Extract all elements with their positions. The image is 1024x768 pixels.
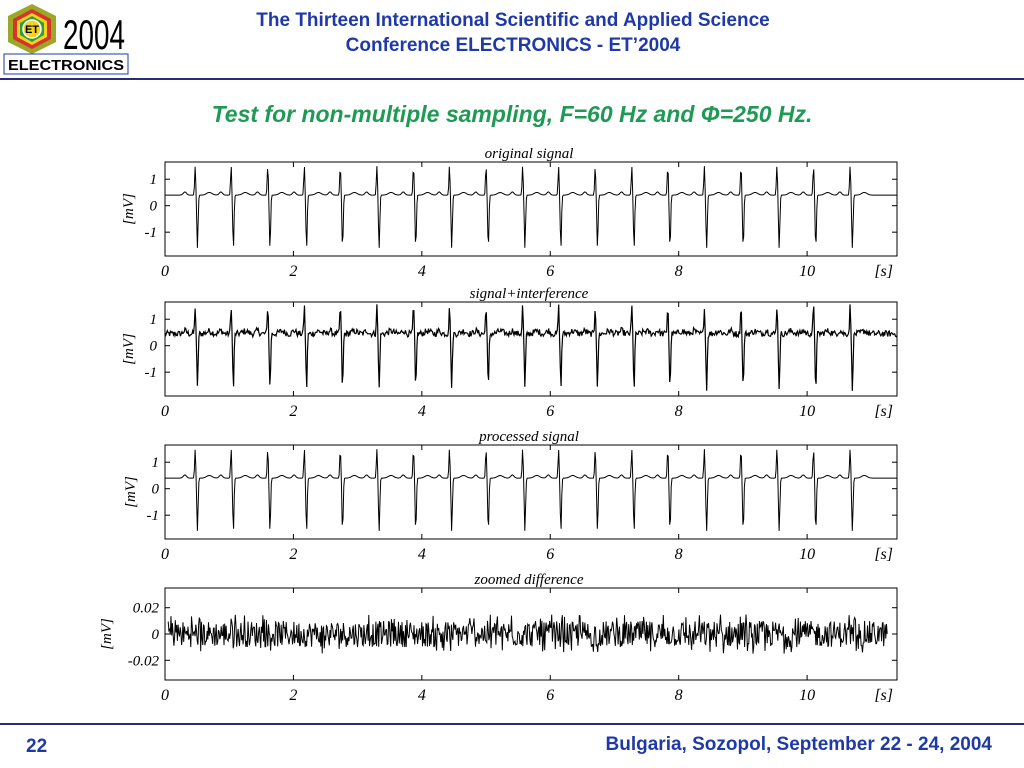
logo-badge-text: ET bbox=[25, 24, 39, 36]
x-tick-label: 2 bbox=[289, 687, 297, 704]
chart-panel-4: zoomed difference 0 2 4 6 8 10 [s] 0.02 0 -0.02 [mV… bbox=[99, 572, 898, 704]
footer-divider bbox=[0, 723, 1024, 725]
x-tick-label: 4 bbox=[418, 263, 426, 280]
y-tick-label: 0.02 bbox=[133, 601, 160, 617]
x-tick-label: 4 bbox=[418, 687, 426, 704]
y-tick-label: -0.02 bbox=[128, 653, 160, 669]
y-axis-label: [mV] bbox=[123, 476, 139, 508]
x-tick-label: 0 bbox=[161, 403, 169, 420]
logo-year: 2004 bbox=[63, 11, 125, 58]
y-tick-label: 0 bbox=[152, 627, 160, 643]
plot-frame bbox=[164, 444, 898, 540]
logo-banner bbox=[3, 53, 129, 75]
event-location-date: Bulgaria, Sozopol, September 22 - 24, 20… bbox=[605, 734, 992, 755]
x-tick-label: 0 bbox=[161, 546, 169, 563]
logo-badge-circle bbox=[22, 19, 42, 39]
x-axis-label: [s] bbox=[874, 403, 893, 420]
y-axis-label: [mV] bbox=[121, 333, 137, 365]
header-divider bbox=[0, 78, 1024, 80]
x-tick-label: 0 bbox=[161, 687, 169, 704]
page-number: 22 bbox=[26, 736, 48, 757]
signal-line bbox=[164, 304, 898, 391]
conference-title: The Thirteen International Scientific an… bbox=[150, 8, 876, 58]
y-tick-label: 0 bbox=[150, 199, 158, 215]
x-tick-label: 0 bbox=[161, 263, 169, 280]
x-tick-label: 4 bbox=[418, 546, 426, 563]
x-tick-label: 10 bbox=[799, 687, 815, 704]
x-tick-label: 8 bbox=[675, 687, 683, 704]
x-tick-label: 6 bbox=[546, 687, 554, 704]
logo-banner-text: ELECTRONICS bbox=[8, 57, 124, 74]
y-axis-label: [mV] bbox=[99, 618, 115, 650]
x-axis-label: [s] bbox=[874, 546, 893, 563]
x-tick-label: 8 bbox=[675, 263, 683, 280]
x-tick-label: 6 bbox=[546, 546, 554, 563]
conference-title-line-1: The Thirteen International Scientific an… bbox=[256, 10, 770, 31]
y-tick-label: 1 bbox=[150, 172, 158, 188]
difference-line bbox=[167, 614, 888, 654]
x-tick-label: 8 bbox=[675, 546, 683, 563]
slide-title: Test for non-multiple sampling, F=60 Hz … bbox=[211, 101, 813, 127]
x-tick-label: 4 bbox=[418, 403, 426, 420]
chart-title: original signal bbox=[485, 146, 574, 162]
y-tick-label: 1 bbox=[152, 455, 160, 471]
y-tick-label: 0 bbox=[150, 339, 158, 355]
x-axis-label: [s] bbox=[874, 263, 893, 280]
x-tick-label: 6 bbox=[546, 263, 554, 280]
x-tick-label: 2 bbox=[289, 263, 297, 280]
x-tick-label: 6 bbox=[546, 403, 554, 420]
y-axis-label: [mV] bbox=[121, 193, 137, 225]
y-tick-label: -1 bbox=[145, 365, 158, 381]
chart-title: signal+interference bbox=[470, 286, 589, 302]
x-tick-label: 10 bbox=[799, 403, 815, 420]
et-2004-electronics-logo: ET 2004 ELECTRONICS bbox=[3, 4, 129, 75]
chart-title: zoomed difference bbox=[474, 572, 584, 588]
chart-title: processed signal bbox=[478, 429, 579, 445]
x-tick-label: 8 bbox=[675, 403, 683, 420]
signal-line bbox=[165, 166, 897, 248]
x-tick-label: 10 bbox=[799, 263, 815, 280]
signal-line bbox=[165, 449, 897, 531]
y-tick-label: -1 bbox=[147, 508, 160, 524]
plot-frame bbox=[164, 161, 898, 257]
x-tick-label: 2 bbox=[289, 403, 297, 420]
x-tick-label: 2 bbox=[289, 546, 297, 563]
x-tick-label: 10 bbox=[799, 546, 815, 563]
conference-title-line-2: Conference ELECTRONICS - ET’2004 bbox=[345, 35, 681, 56]
x-axis-label: [s] bbox=[874, 687, 893, 704]
plot-frame bbox=[164, 301, 898, 397]
y-tick-label: 0 bbox=[152, 482, 160, 498]
y-tick-label: 1 bbox=[150, 312, 158, 328]
y-tick-label: -1 bbox=[145, 225, 158, 241]
